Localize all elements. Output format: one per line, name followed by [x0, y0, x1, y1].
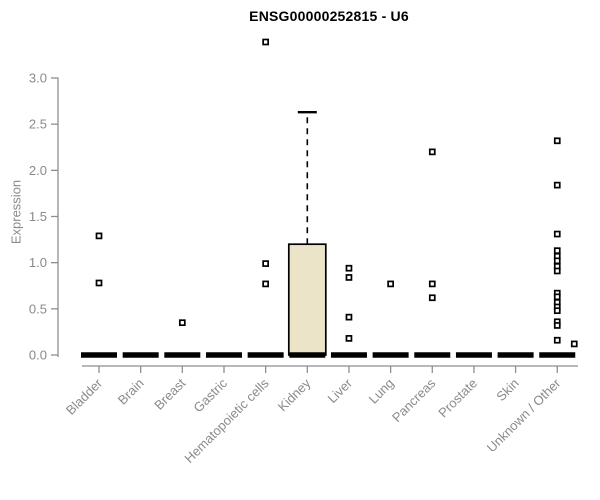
boxplot-brain: [122, 352, 159, 358]
outlier-point: [387, 280, 394, 288]
outlier-point: [345, 335, 353, 342]
y-tick-label: 0.0: [29, 348, 47, 363]
outlier-point: [95, 279, 103, 287]
boxplot-liver: [330, 352, 367, 358]
outlier-point: [553, 293, 561, 301]
x-category-label: Bladder: [63, 375, 106, 418]
y-tick-label: 1.0: [29, 255, 47, 270]
outlier-point: [428, 294, 436, 302]
boxplot-prostate: [455, 352, 492, 358]
outlier-point: [553, 257, 561, 265]
chart-title: ENSG00000252815 - U6: [249, 8, 409, 24]
x-category-label: Lung: [366, 376, 397, 407]
outlier-points: [95, 38, 578, 348]
outlier-point: [345, 274, 353, 281]
y-tick-label: 2.0: [29, 163, 47, 178]
outlier-point: [262, 280, 269, 288]
median-bar: [247, 352, 284, 358]
median-bar: [372, 352, 409, 358]
boxplot-hematopoietic-cells: [247, 352, 284, 358]
outlier-point: [345, 264, 353, 272]
outlier-point: [553, 322, 561, 329]
outlier-point: [262, 38, 269, 46]
median-bar: [497, 352, 534, 358]
y-tick-label: 2.5: [29, 117, 47, 132]
outlier-point: [553, 137, 561, 145]
x-category-label: Skin: [493, 376, 521, 404]
x-category-label: Pancreas: [389, 375, 439, 425]
outlier-point: [553, 230, 561, 238]
x-category-label: Kidney: [275, 375, 314, 414]
boxplot-gastric: [205, 352, 242, 358]
median-bar: [330, 352, 367, 358]
y-tick-label: 1.5: [29, 209, 47, 224]
x-category-label: Prostate: [435, 376, 480, 421]
median-bar: [205, 352, 242, 358]
outlier-point: [428, 148, 436, 156]
outlier-point: [95, 232, 103, 240]
boxplot-pancreas: [414, 352, 451, 358]
median-bar: [289, 352, 326, 358]
x-category-label: Gastric: [190, 375, 230, 415]
outlier-point: [570, 340, 578, 348]
boxplot-lung: [372, 352, 409, 358]
outlier-point: [345, 313, 353, 321]
y-axis: 0.0 0.5 1.0 1.5 2.0 2.5 3.0: [29, 71, 59, 363]
boxplot-kidney: [287, 110, 327, 358]
x-category-label: Unknown / Other: [484, 375, 564, 455]
y-tick-label: 3.0: [29, 71, 47, 86]
outlier-point: [262, 260, 269, 267]
boxplot-bladder: [81, 352, 117, 358]
outlier-point: [553, 267, 561, 275]
x-category-label: Breast: [151, 375, 188, 412]
outlier-point: [553, 336, 561, 344]
outlier-point: [553, 181, 561, 189]
median-bar: [81, 352, 117, 358]
outlier-point: [178, 319, 186, 327]
x-category-label: Brain: [115, 376, 147, 408]
outlier-point: [553, 247, 561, 255]
outlier-point: [553, 307, 561, 315]
boxplot-skin: [497, 352, 534, 358]
boxplot-breast: [164, 352, 201, 358]
median-bar: [455, 352, 492, 358]
y-tick-label: 0.5: [29, 301, 47, 316]
x-category-label: Liver: [325, 375, 356, 406]
median-bar: [164, 352, 201, 358]
median-bar: [122, 352, 159, 358]
box-iqr: [287, 243, 327, 356]
boxplot-unknown-other: [539, 352, 576, 358]
median-bar: [414, 352, 451, 358]
outlier-point: [428, 280, 436, 288]
median-bar: [539, 352, 576, 358]
